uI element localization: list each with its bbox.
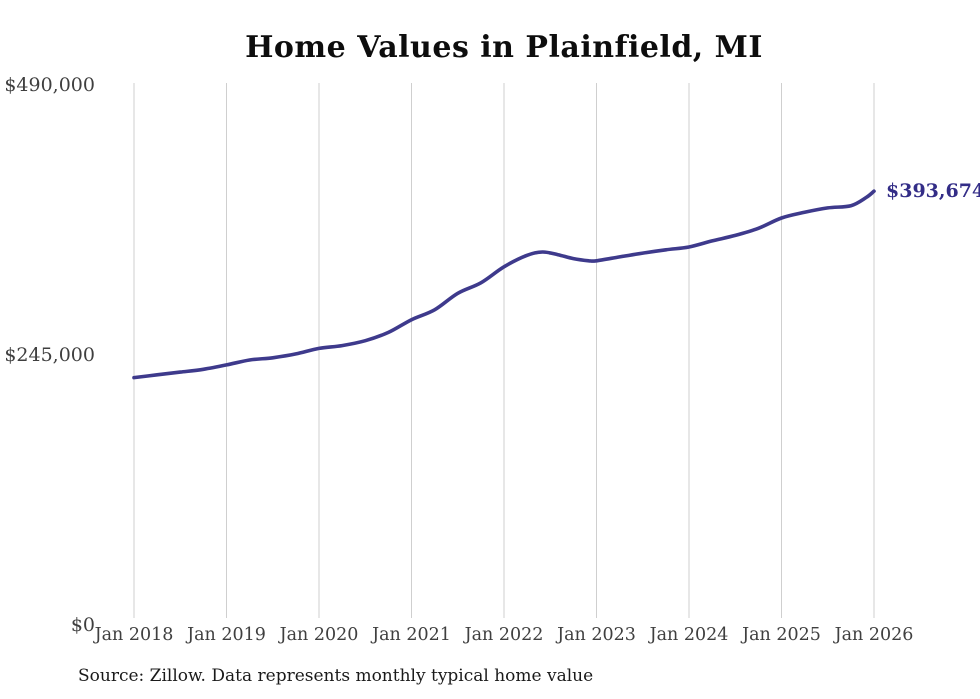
- x-tick-label: Jan 2020: [278, 625, 359, 645]
- x-tick-label: Jan 2026: [833, 625, 914, 645]
- x-tick-label: Jan 2018: [93, 625, 174, 645]
- y-tick-label: $0: [71, 614, 95, 636]
- x-tick-label: Jan 2023: [555, 625, 636, 645]
- y-tick-label: $245,000: [4, 344, 95, 366]
- y-tick-label: $490,000: [4, 74, 95, 96]
- x-tick-label: Jan 2025: [740, 625, 821, 645]
- x-tick-label: Jan 2024: [648, 625, 729, 645]
- source-attribution: Source: Zillow. Data represents monthly …: [78, 666, 594, 686]
- chart-title: Home Values in Plainfield, MI: [245, 30, 763, 65]
- x-tick-label: Jan 2021: [370, 625, 451, 645]
- latest-value-label: $393,674: [886, 180, 980, 202]
- x-tick-label: Jan 2022: [463, 625, 544, 645]
- x-tick-label: Jan 2019: [185, 625, 266, 645]
- home-value-series-line: [132, 189, 876, 380]
